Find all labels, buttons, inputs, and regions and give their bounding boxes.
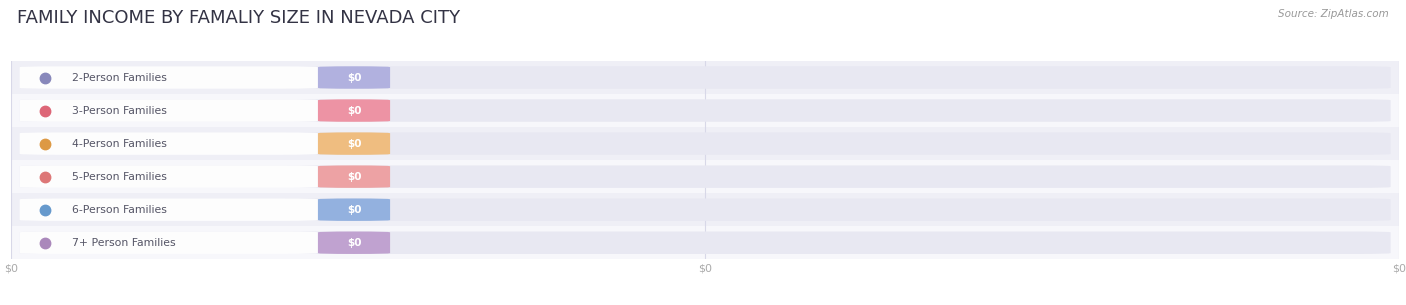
FancyBboxPatch shape xyxy=(20,199,318,221)
FancyBboxPatch shape xyxy=(20,165,318,188)
FancyBboxPatch shape xyxy=(11,127,1399,160)
Text: 7+ Person Families: 7+ Person Families xyxy=(72,238,176,248)
FancyBboxPatch shape xyxy=(318,132,389,155)
Text: $0: $0 xyxy=(347,238,361,248)
Text: 2-Person Families: 2-Person Families xyxy=(72,73,167,83)
Text: FAMILY INCOME BY FAMALIY SIZE IN NEVADA CITY: FAMILY INCOME BY FAMALIY SIZE IN NEVADA … xyxy=(17,9,460,27)
FancyBboxPatch shape xyxy=(11,160,1399,193)
FancyBboxPatch shape xyxy=(20,231,318,254)
FancyBboxPatch shape xyxy=(318,231,389,254)
FancyBboxPatch shape xyxy=(318,99,389,122)
FancyBboxPatch shape xyxy=(11,61,1399,94)
Text: $0: $0 xyxy=(347,73,361,83)
FancyBboxPatch shape xyxy=(11,193,1399,226)
Text: $0: $0 xyxy=(347,138,361,149)
Text: 6-Person Families: 6-Person Families xyxy=(72,205,167,215)
Text: $0: $0 xyxy=(347,106,361,116)
FancyBboxPatch shape xyxy=(20,165,1391,188)
FancyBboxPatch shape xyxy=(318,66,389,89)
Text: 4-Person Families: 4-Person Families xyxy=(72,138,167,149)
FancyBboxPatch shape xyxy=(11,94,1399,127)
Text: $0: $0 xyxy=(347,172,361,182)
FancyBboxPatch shape xyxy=(20,199,1391,221)
FancyBboxPatch shape xyxy=(20,66,318,89)
FancyBboxPatch shape xyxy=(11,226,1399,259)
FancyBboxPatch shape xyxy=(20,231,1391,254)
Text: Source: ZipAtlas.com: Source: ZipAtlas.com xyxy=(1278,9,1389,19)
FancyBboxPatch shape xyxy=(20,132,318,155)
Text: 5-Person Families: 5-Person Families xyxy=(72,172,167,182)
FancyBboxPatch shape xyxy=(20,99,1391,122)
Text: $0: $0 xyxy=(347,205,361,215)
FancyBboxPatch shape xyxy=(20,66,1391,89)
FancyBboxPatch shape xyxy=(318,199,389,221)
FancyBboxPatch shape xyxy=(20,99,318,122)
FancyBboxPatch shape xyxy=(20,132,1391,155)
Text: 3-Person Families: 3-Person Families xyxy=(72,106,167,116)
FancyBboxPatch shape xyxy=(318,165,389,188)
